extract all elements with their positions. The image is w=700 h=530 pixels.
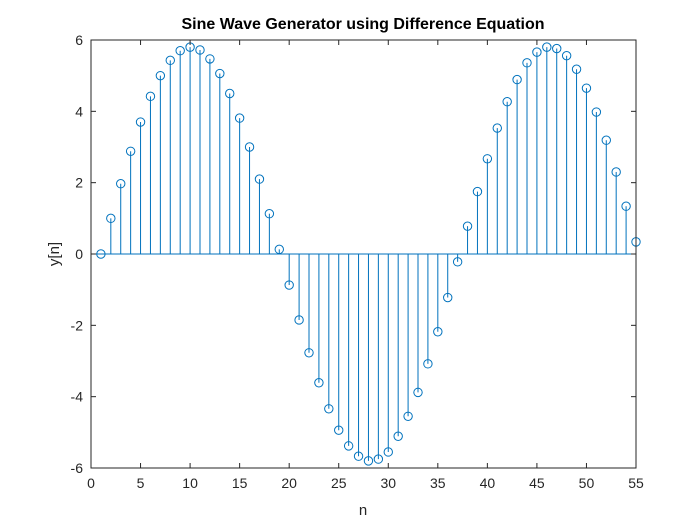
stem-marker <box>106 213 116 224</box>
stem-marker <box>304 348 314 358</box>
stem-marker <box>135 117 146 127</box>
stem-marker <box>324 404 334 414</box>
stem-marker <box>393 431 403 441</box>
stem-marker <box>116 179 126 189</box>
y-tick-label: -4 <box>71 389 84 405</box>
stem-marker <box>433 327 443 337</box>
y-tick-label: 4 <box>75 103 83 119</box>
stem-marker <box>561 50 572 61</box>
stem-marker <box>343 441 354 451</box>
x-tick-label: 10 <box>182 475 198 491</box>
stem-marker <box>155 70 166 81</box>
x-tick-label: 20 <box>281 475 297 491</box>
y-axis-ticks: -6 -4 -2 0 2 4 6 <box>71 32 636 476</box>
x-tick-label: 55 <box>628 475 644 491</box>
stem-marker <box>482 154 493 164</box>
stem-marker <box>492 123 502 133</box>
x-tick-label: 30 <box>380 475 396 491</box>
x-tick-label: 45 <box>529 475 545 491</box>
stem-marker <box>512 74 522 85</box>
stem-marker <box>225 88 235 99</box>
x-tick-label: 15 <box>232 475 248 491</box>
stem-marker <box>294 315 304 325</box>
stem-marker <box>552 43 562 54</box>
x-tick-label: 35 <box>430 475 446 491</box>
stem-marker <box>175 46 185 56</box>
stem-marker <box>611 167 621 177</box>
stem-marker <box>413 387 423 398</box>
stem-marker <box>532 47 542 57</box>
y-tick-label: 2 <box>75 175 83 191</box>
stem-marker <box>591 107 602 117</box>
stem-marker <box>601 135 611 145</box>
stem-marker <box>462 221 473 231</box>
y-tick-label: 6 <box>75 32 83 48</box>
stem-marker <box>215 68 225 79</box>
stem-marker <box>254 174 265 184</box>
stem-marker <box>125 146 136 156</box>
stem-marker <box>383 447 393 457</box>
stem-marker <box>353 451 364 461</box>
stem-marker <box>403 411 413 421</box>
stem-marker <box>284 280 294 290</box>
x-axis-label: n <box>359 502 367 519</box>
x-tick-label: 50 <box>579 475 595 491</box>
stem-marker <box>334 425 344 435</box>
stem-marker <box>472 186 483 197</box>
y-tick-label: -6 <box>71 460 84 476</box>
y-axis-label: y[n] <box>46 242 63 266</box>
stem-marker <box>522 58 532 68</box>
stem-marker <box>373 454 384 464</box>
x-tick-label: 0 <box>87 475 95 491</box>
x-tick-label: 40 <box>480 475 496 491</box>
marker-group <box>96 42 641 466</box>
y-tick-label: -2 <box>71 317 84 333</box>
chart-title: Sine Wave Generator using Difference Equ… <box>181 16 544 33</box>
stem-marker <box>363 456 374 466</box>
stem-marker <box>234 113 245 123</box>
stem-marker <box>244 142 255 152</box>
stem-marker <box>165 55 175 66</box>
stem-marker <box>195 45 205 55</box>
stem-marker <box>145 91 156 102</box>
stem-marker <box>502 97 512 107</box>
stem-marker <box>581 83 592 93</box>
stem-marker <box>621 201 631 211</box>
x-tick-label: 5 <box>137 475 145 491</box>
stem-marker <box>443 292 453 303</box>
stem-marker <box>571 64 582 74</box>
stem-marker <box>264 208 275 219</box>
stem-marker <box>423 359 433 369</box>
x-axis-ticks: 0 5 10 15 20 25 30 35 40 45 50 55 <box>87 40 644 491</box>
y-tick-label: 0 <box>75 246 83 262</box>
stem-marker <box>314 378 324 388</box>
stem-group <box>110 47 637 461</box>
stem-marker <box>205 54 215 64</box>
stem-marker <box>452 257 463 267</box>
x-tick-label: 25 <box>331 475 347 491</box>
stem-marker <box>542 42 552 52</box>
